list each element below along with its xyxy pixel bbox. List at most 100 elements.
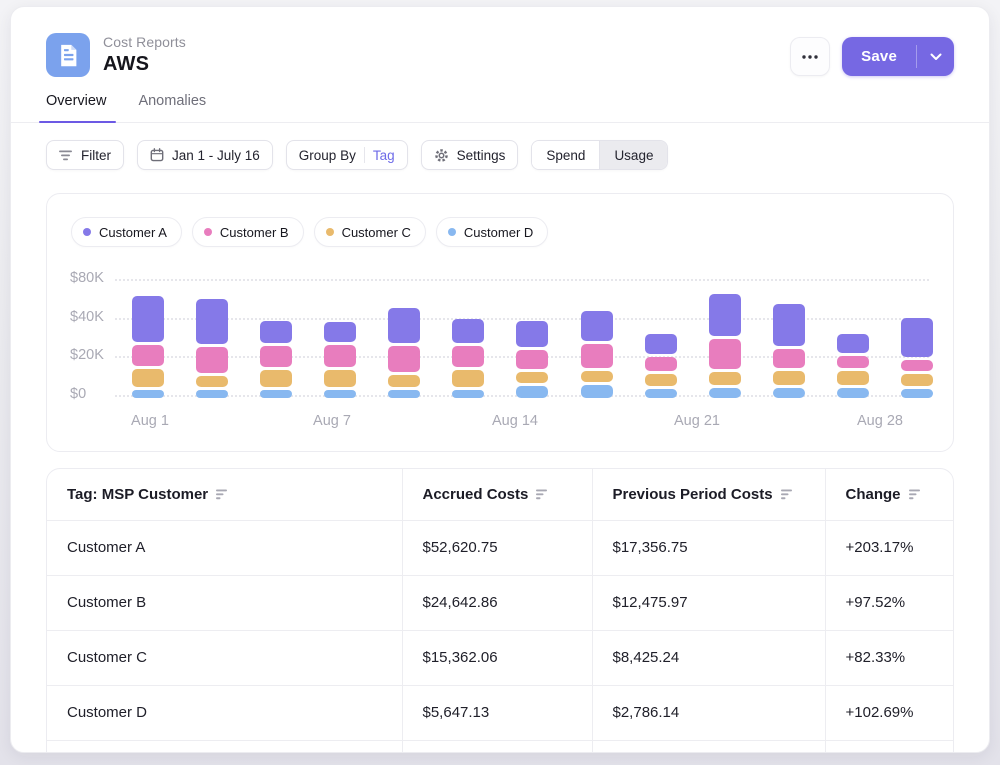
bar-segment-customer-c <box>708 372 741 386</box>
bar-group[interactable] <box>644 333 677 398</box>
save-button[interactable]: Save <box>861 48 897 65</box>
table-row: Customer D $5,647.13 $2,786.14 +102.69% <box>47 685 953 741</box>
gridline-40k <box>115 317 929 320</box>
y-tick-0: $0 <box>70 386 87 402</box>
bar-segment-customer-d <box>900 389 933 398</box>
bar-segment-customer-a <box>260 320 293 343</box>
bar-segment-customer-d <box>452 390 485 398</box>
filter-label: Filter <box>81 147 111 163</box>
cell-change: +97.52% <box>825 575 953 631</box>
spend-usage-toggle: Spend Usage <box>531 140 669 170</box>
settings-button[interactable]: Settings <box>420 140 519 170</box>
bar-segment-customer-b <box>644 357 677 372</box>
more-options-button[interactable] <box>790 37 831 76</box>
x-tick-aug1: Aug 1 <box>131 413 169 429</box>
bar-segment-customer-a <box>836 333 869 354</box>
bar-group[interactable] <box>708 293 741 398</box>
cost-report-window: Cost Reports AWS Save Overview Ano <box>10 6 990 753</box>
bar-segment-customer-c <box>388 375 421 388</box>
legend-chip-customer-d[interactable]: Customer D <box>435 217 549 247</box>
cell-accrued-costs: $52,620.75 <box>402 520 593 576</box>
sort-icon <box>536 489 548 499</box>
bar-group[interactable] <box>132 295 164 398</box>
y-tick-40k: $40K <box>70 308 104 325</box>
bar-segment-customer-b <box>324 344 357 368</box>
breadcrumb: Cost Reports <box>103 34 186 50</box>
filter-button[interactable]: Filter <box>46 140 124 170</box>
bar-segment-customer-c <box>324 370 357 388</box>
cell-previous-period-costs: $8,425.24 <box>592 630 826 686</box>
sort-header-previous[interactable]: Previous Period Costs <box>613 486 825 503</box>
group-by-label: Group By <box>298 147 356 163</box>
cell-empty <box>47 740 403 752</box>
toggle-usage[interactable]: Usage <box>599 141 668 169</box>
bar-group[interactable] <box>260 320 293 398</box>
bar-segment-customer-a <box>644 333 677 355</box>
cell-accrued-costs: $5,647.13 <box>402 685 593 741</box>
bar-group[interactable] <box>900 317 933 398</box>
sort-header-accrued[interactable]: Accrued Costs <box>423 486 592 503</box>
tab-anomalies[interactable]: Anomalies <box>138 93 207 109</box>
date-range-button[interactable]: Jan 1 - July 16 <box>137 140 273 170</box>
bar-group[interactable] <box>836 333 869 398</box>
bar-group[interactable] <box>580 310 613 398</box>
cell-accrued-costs: $15,362.06 <box>402 630 593 686</box>
bar-segment-customer-a <box>324 321 357 342</box>
bar-segment-customer-b <box>580 343 613 369</box>
bar-group[interactable] <box>516 320 549 398</box>
document-icon <box>60 44 76 66</box>
cell-previous-period-costs: $12,475.97 <box>592 575 826 631</box>
bar-group[interactable] <box>388 307 421 398</box>
bar-group[interactable] <box>324 321 357 398</box>
cell-empty <box>825 740 953 752</box>
gridline-80k <box>115 279 929 281</box>
bar-segment-customer-a <box>388 307 421 344</box>
bar-segment-customer-c <box>516 372 549 383</box>
bar-segment-customer-d <box>196 390 229 398</box>
bar-segment-customer-c <box>900 374 933 387</box>
toggle-spend[interactable]: Spend <box>532 141 600 169</box>
bar-segment-customer-a <box>132 295 164 342</box>
sort-header-change[interactable]: Change <box>846 486 954 503</box>
title-block: Cost Reports AWS <box>103 33 954 76</box>
cell-customer: Customer B <box>47 575 403 631</box>
bar-group[interactable] <box>452 318 485 398</box>
date-range-label: Jan 1 - July 16 <box>172 147 260 163</box>
bar-segment-customer-b <box>516 350 549 370</box>
legend-chip-customer-c[interactable]: Customer C <box>313 217 426 247</box>
bar-segment-customer-b <box>260 345 293 368</box>
bar-segment-customer-a <box>516 320 549 348</box>
cell-empty <box>402 740 593 752</box>
bar-segment-customer-a <box>580 310 613 341</box>
save-button-divider <box>916 45 917 68</box>
bar-segment-customer-d <box>836 388 869 398</box>
bar-segment-customer-d <box>260 390 293 398</box>
bar-segment-customer-d <box>324 390 357 398</box>
group-by-button[interactable]: Group By Tag <box>285 140 408 170</box>
cell-customer: Customer C <box>47 630 403 686</box>
bar-segment-customer-c <box>452 370 485 388</box>
bar-segment-customer-d <box>644 389 677 398</box>
bar-group[interactable] <box>772 303 805 398</box>
bar-segment-customer-d <box>580 385 613 398</box>
calendar-icon <box>150 148 164 162</box>
x-tick-aug28: Aug 28 <box>857 413 903 429</box>
bar-segment-customer-c <box>196 376 229 388</box>
bar-segment-customer-c <box>132 369 164 388</box>
x-tick-aug14: Aug 14 <box>492 413 538 429</box>
legend-dot-customer-b <box>203 228 212 236</box>
sort-header-tag[interactable]: Tag: MSP Customer <box>67 486 402 503</box>
legend-chip-customer-a[interactable]: Customer A <box>71 217 182 247</box>
table-header-row: Tag: MSP Customer Accrued Costs Previous… <box>47 469 954 521</box>
legend-chip-customer-b[interactable]: Customer B <box>191 217 304 247</box>
bar-segment-customer-c <box>580 371 613 382</box>
tab-overview[interactable]: Overview <box>38 93 117 123</box>
table-row: Customer B $24,642.86 $12,475.97 +97.52% <box>47 575 953 631</box>
bar-group[interactable] <box>196 298 229 398</box>
column-label: Previous Period Costs <box>612 485 773 503</box>
header-actions: Save <box>790 37 954 76</box>
cell-customer: Customer D <box>47 685 403 741</box>
bar-segment-customer-b <box>388 346 421 373</box>
save-dropdown-button[interactable] <box>917 37 954 76</box>
cell-change: +82.33% <box>825 630 953 686</box>
